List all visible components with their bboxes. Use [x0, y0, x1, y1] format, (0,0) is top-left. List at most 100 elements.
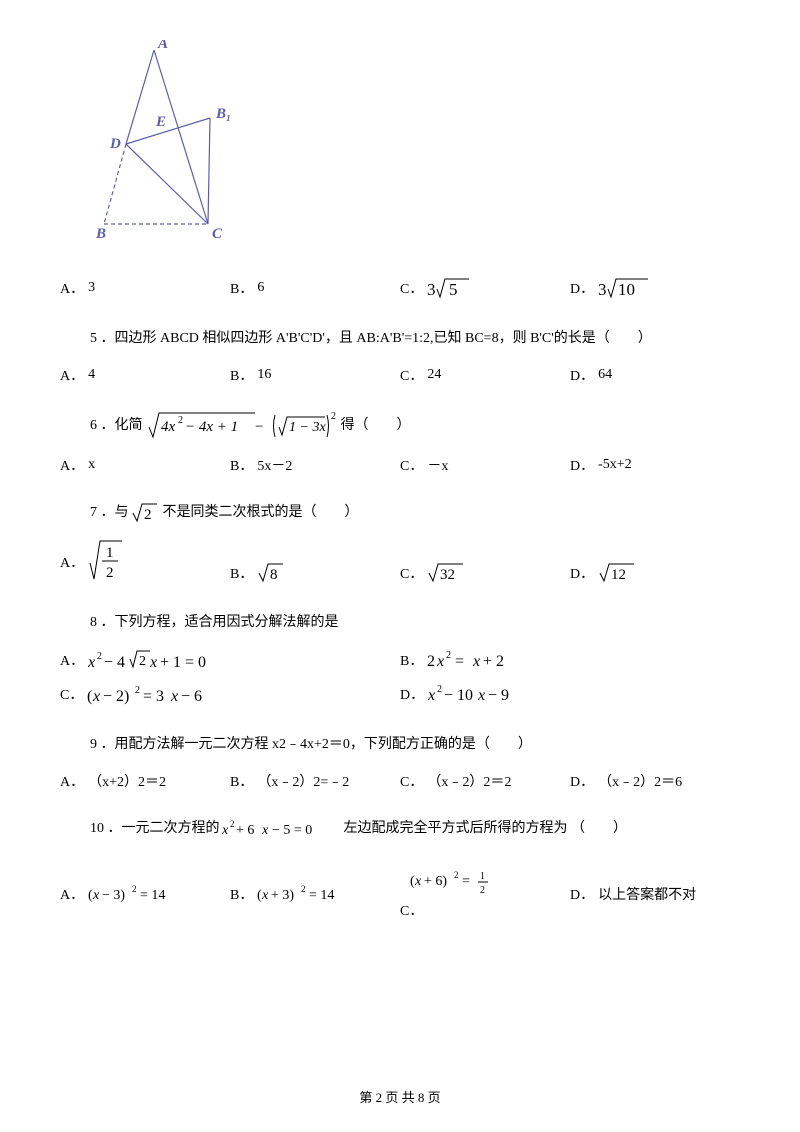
math-root2: 2 [131, 501, 161, 525]
triangle-diagram: AB₁EDBC [90, 40, 240, 250]
svg-text:32: 32 [440, 567, 455, 583]
svg-text:x: x [149, 654, 157, 671]
svg-text:x: x [436, 653, 444, 670]
q9-text: 9 ．用配方法解一元二次方程 x2﹣4x+2＝0，下列配方正确的是（ ） [90, 737, 532, 752]
svg-text:x: x [170, 688, 178, 705]
opt-value: 24 [427, 367, 441, 383]
q9-opt-d: D．（x﹣2）2＝6 [570, 771, 740, 791]
exam-page: AB₁EDBC A． 3 B． 6 C． 3 5 D． 3 10 [0, 0, 800, 1132]
opt-value: （x+2）2＝2 [88, 771, 166, 791]
svg-text:3: 3 [427, 280, 436, 299]
opt-label: C． [400, 900, 510, 920]
options-q10: A． ( x − 3) 2 = 14 B． ( x + 3) 2 = 14 [60, 867, 740, 920]
opt-label: C． [400, 771, 423, 791]
svg-text:x: x [414, 874, 422, 889]
svg-text:x: x [261, 888, 269, 903]
svg-text:+ 6): + 6) [424, 874, 447, 889]
opt-label: C． [400, 365, 423, 385]
q8-opt-c: C． ( x − 2) 2 = 3 x − 6 [60, 681, 400, 707]
svg-text:B₁: B₁ [215, 106, 231, 122]
math-q10c: ( x + 6) 2 = 1 2 [400, 867, 510, 895]
opt-label: B． [230, 455, 253, 475]
question-5: 5 ．四边形 ABCD 相似四边形 A'B'C'D'，且 AB:A'B'=1:2… [90, 325, 740, 353]
svg-text:− 5 = 0: − 5 = 0 [272, 823, 312, 838]
math-q10-expr: x 2 + 6 x − 5 = 0 [222, 818, 342, 840]
svg-text:12: 12 [611, 567, 626, 583]
opt-value: 16 [257, 367, 271, 383]
q5-text: 5 ．四边形 ABCD 相似四边形 A'B'C'D'，且 AB:A'B'=1:2… [90, 331, 652, 346]
q9-opt-c: C．（x﹣2）2＝2 [400, 771, 570, 791]
svg-text:+ 6: + 6 [236, 823, 254, 838]
opt-label: D． [570, 884, 594, 904]
opt-label: B． [400, 650, 423, 670]
opt-value: 5x－2 [257, 455, 292, 475]
q10-mid: 左边配成完全平方式后所得的方程为 （ ） [344, 815, 628, 843]
opt-c-wrap: ( x + 6) 2 = 1 2 C． [400, 867, 510, 920]
q9-opt-b: B．（x﹣2）2=﹣2 [230, 771, 400, 791]
svg-text:D: D [109, 136, 121, 152]
opt-label: D． [400, 684, 424, 704]
svg-text:4x: 4x [161, 419, 176, 435]
options-q9: A．（x+2）2＝2 B．（x﹣2）2=﹣2 C．（x﹣2）2＝2 D．（x﹣2… [60, 771, 740, 791]
svg-text:2: 2 [331, 411, 336, 422]
options-q4: A． 3 B． 6 C． 3 5 D． 3 10 [60, 275, 740, 301]
svg-text:+ 1 = 0: + 1 = 0 [160, 654, 206, 671]
svg-text:2: 2 [144, 507, 152, 523]
opt-label: A． [60, 455, 84, 475]
svg-text:x: x [477, 687, 485, 704]
svg-text:10: 10 [618, 280, 635, 299]
opt-label: B． [230, 771, 253, 791]
opt-label: C． [60, 684, 83, 704]
q6-opt-a: A．x [60, 455, 230, 475]
svg-text:2: 2 [178, 415, 183, 426]
svg-text:+ 2: + 2 [483, 653, 504, 670]
svg-text:2: 2 [446, 650, 451, 661]
opt-value: 6 [257, 280, 264, 296]
q10-opt-c: ( x + 6) 2 = 1 2 C． [400, 867, 570, 920]
q6-suffix: 得（ ） [341, 412, 411, 440]
svg-text:− 2): − 2) [103, 688, 129, 705]
svg-text:+ 3): + 3) [271, 888, 294, 903]
q7-opt-d: D． 12 [570, 561, 740, 585]
svg-text:− 9: − 9 [488, 687, 509, 704]
svg-text:1: 1 [106, 545, 114, 561]
svg-text:x: x [261, 823, 269, 838]
opt-label: C． [400, 563, 423, 583]
svg-text:3: 3 [598, 280, 607, 299]
q5-opt-b: B．16 [230, 365, 400, 385]
opt-value: （x﹣2）2＝2 [427, 771, 511, 791]
math-q8a: x 2 − 4 2 x + 1 = 0 [88, 647, 228, 673]
q6-opt-d: D．-5x+2 [570, 455, 740, 475]
opt-label: B． [230, 278, 253, 298]
opt-label: D． [570, 563, 594, 583]
svg-text:5: 5 [449, 280, 458, 299]
q6-opt-b: B．5x－2 [230, 455, 400, 475]
q7-suffix: 不是同类二次根式的是（ ） [163, 499, 359, 527]
svg-text:2: 2 [480, 885, 485, 895]
svg-text:2: 2 [139, 654, 146, 669]
q10-prefix: 10 ．一元二次方程的 [90, 815, 220, 843]
q10-opt-b: B． ( x + 3) 2 = 14 [230, 867, 400, 920]
svg-text:2: 2 [437, 684, 442, 695]
opt-label: C． [400, 455, 423, 475]
math-q10b: ( x + 3) 2 = 14 [257, 883, 367, 905]
svg-text:C: C [212, 226, 223, 242]
svg-text:x: x [88, 654, 95, 671]
math-q8d: x 2 − 10 x − 9 [428, 682, 538, 706]
svg-text:x: x [92, 888, 100, 903]
q8-opt-a: A． x 2 − 4 2 x + 1 = 0 [60, 647, 400, 673]
svg-text:2: 2 [106, 565, 114, 581]
opt-value: x [88, 457, 95, 473]
q6-prefix: 6 ．化简 [90, 412, 143, 440]
q5-opt-a: A．4 [60, 365, 230, 385]
svg-text:1: 1 [480, 871, 485, 882]
opt-label: D． [570, 771, 594, 791]
options-q7: A． 1 2 B． 8 C． 32 D． [60, 539, 740, 585]
math-q10a: ( x − 3) 2 = 14 [88, 883, 198, 905]
svg-text:x: x [428, 687, 435, 704]
svg-text:x: x [92, 688, 100, 705]
opt-label: D． [570, 278, 594, 298]
svg-text:2: 2 [135, 685, 140, 696]
q8-opt-d: D． x 2 − 10 x − 9 [400, 681, 740, 707]
opt-value: -5x+2 [598, 457, 632, 473]
